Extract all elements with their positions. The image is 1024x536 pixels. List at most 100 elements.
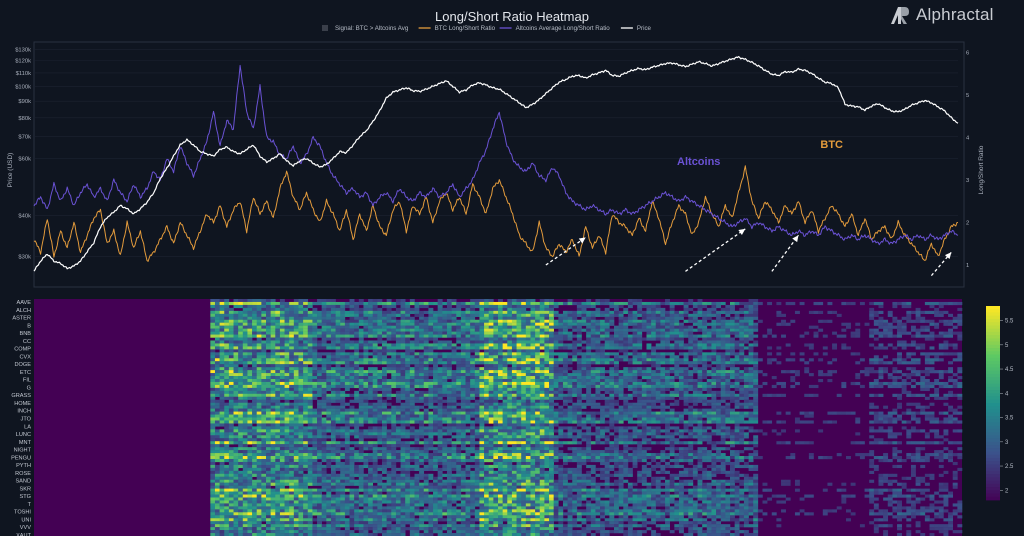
heatmap-cell [433, 352, 438, 356]
heatmap-cell [214, 447, 220, 451]
heatmap-cell [298, 381, 304, 386]
heatmap-cell [330, 310, 336, 315]
heatmap-cell [321, 473, 327, 477]
heatmap-cell [419, 414, 425, 418]
heatmap-cell [386, 527, 392, 531]
heatmap-cell [460, 503, 466, 507]
heatmap-cell [451, 423, 457, 427]
heatmap-cell [498, 447, 503, 451]
heatmap-cell [219, 299, 225, 303]
heatmap-cell [275, 387, 281, 392]
heatmap-cell [493, 503, 499, 507]
heatmap-cell [317, 482, 322, 486]
heatmap-cell [488, 399, 494, 403]
heatmap-cell [344, 488, 350, 492]
heatmap-cell [363, 473, 369, 477]
heatmap-cell [233, 417, 239, 421]
heatmap-cell [340, 334, 346, 338]
heatmap-cell [344, 461, 350, 466]
heatmap-cell [233, 461, 239, 466]
ratio-tick-label: 5 [966, 93, 969, 99]
heatmap-cell [233, 325, 239, 329]
heatmap-cell [335, 370, 341, 374]
heatmap-cell [423, 512, 429, 516]
heatmap-cell [382, 328, 387, 332]
heatmap-cell [372, 373, 378, 377]
heatmap-cell [358, 355, 364, 359]
heatmap-cell [293, 447, 299, 451]
heatmap-cell [437, 441, 443, 445]
heatmap-cell [391, 319, 397, 323]
heatmap-cell [502, 420, 508, 424]
heatmap-cell [423, 352, 429, 356]
heatmap-cell [238, 343, 244, 347]
heatmap-cell [516, 358, 522, 362]
heatmap-cell [214, 381, 220, 386]
heatmap-cell [484, 521, 490, 525]
heatmap-cell [386, 441, 392, 445]
heatmap-cell [242, 527, 248, 531]
heatmap-cell [409, 367, 415, 371]
heatmap-cell [484, 370, 490, 374]
heatmap-cell [488, 527, 494, 531]
heatmap-cell [395, 479, 401, 483]
heatmap-cell [382, 447, 387, 451]
heatmap-cell [247, 494, 253, 498]
heatmap-cell [307, 405, 313, 409]
heatmap-cell [456, 515, 462, 519]
heatmap-cell [289, 304, 295, 309]
heatmap-cell [321, 467, 327, 472]
heatmap-cell [293, 307, 299, 312]
heatmap-cell [340, 488, 346, 492]
heatmap-cell [423, 319, 429, 323]
heatmap-cell [433, 429, 438, 433]
heatmap-cell [456, 358, 462, 362]
heatmap-cell [214, 530, 220, 534]
heatmap-cell [479, 408, 485, 412]
heatmap-cell [433, 488, 438, 492]
heatmap-cell [279, 512, 285, 516]
heatmap-cell [511, 509, 517, 513]
heatmap-cell [507, 301, 513, 306]
heatmap-cell [326, 408, 332, 412]
heatmap-cell [242, 426, 248, 430]
heatmap-cell [484, 509, 490, 513]
heatmap-cell [502, 432, 508, 436]
heatmap-cell [214, 384, 220, 389]
heatmap-cell [247, 373, 253, 377]
heatmap-cell [242, 429, 248, 433]
heatmap-cell [293, 515, 299, 519]
heatmap-cell [312, 524, 318, 528]
heatmap-cell [400, 325, 406, 329]
heatmap-cell [428, 393, 434, 397]
heatmap-cell [493, 441, 499, 445]
heatmap-cell [340, 533, 346, 536]
heatmap-cell [409, 429, 415, 433]
heatmap-cell [377, 530, 383, 534]
heatmap-cell [270, 530, 276, 534]
heatmap-cell [474, 476, 480, 480]
heatmap-cell [368, 464, 374, 469]
heatmap-cell [261, 444, 267, 448]
heatmap-cell [279, 530, 285, 534]
heatmap-cell [368, 497, 374, 501]
heatmap-cell [405, 331, 411, 335]
heatmap-cell [498, 361, 503, 365]
heatmap-cell [377, 310, 383, 315]
heatmap-cell [511, 444, 517, 448]
heatmap-cell [344, 456, 350, 460]
heatmap-cell [400, 447, 406, 451]
heatmap-cell [317, 432, 322, 436]
heatmap-cell [289, 515, 295, 519]
heatmap-cell [377, 337, 383, 341]
heatmap-cell [479, 358, 485, 362]
heatmap-cell [335, 355, 341, 359]
heatmap-cell [498, 518, 503, 522]
heatmap-cell [460, 310, 466, 315]
heatmap-cell [354, 423, 360, 427]
heatmap-cell [428, 384, 434, 389]
heatmap-cell [261, 491, 267, 495]
heatmap-cell [289, 444, 295, 448]
heatmap-cell [377, 299, 383, 303]
heatmap-cell [368, 521, 374, 525]
